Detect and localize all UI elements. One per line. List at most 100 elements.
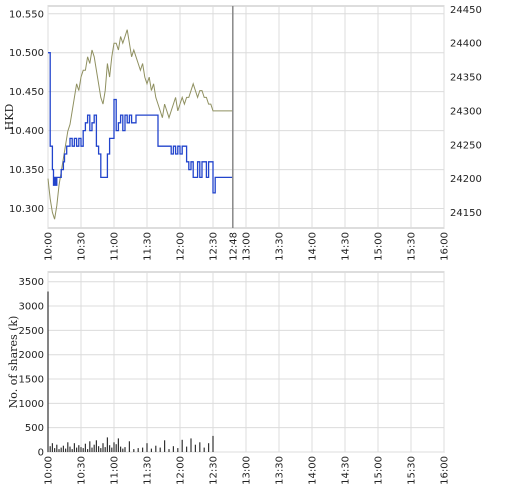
volume-bar [117,438,119,452]
volume-x-tick-label: 14:30 [341,456,352,485]
volume-bar [51,443,53,452]
price-line [48,52,233,194]
index-line [47,29,233,220]
price-y-tick-label: 10.350 [9,165,44,176]
volume-bar [109,445,111,452]
price-y-tick-label: 10.400 [9,126,44,137]
volume-bar [133,449,135,452]
volume-x-tick-label: 16:00 [440,456,451,485]
volume-bar [159,447,161,452]
volume-x-tick-label: 13:30 [275,456,286,485]
volume-x-tick-label: 11:30 [143,456,154,485]
volume-bar [87,449,89,452]
volume-bar [73,443,75,452]
volume-bar [49,446,51,452]
price-x-tick-label: 14:30 [341,232,352,261]
index-y-tick-label: 24150 [450,208,482,219]
price-x-tick-label: 11:00 [110,232,121,261]
volume-bar [80,447,82,452]
volume-bar [98,446,100,452]
volume-x-tick-label: 12:00 [176,456,187,485]
volume-bar [95,440,97,452]
volume-bar [168,449,170,452]
price-y-tick-label: 10.450 [9,87,44,98]
price-x-tick-label: 10:30 [77,232,88,261]
price-x-tick-label: 12:30 [209,232,220,261]
volume-x-tick-label: 10:00 [44,456,55,485]
price-y-tick-label: 10.500 [9,48,44,59]
volume-bar [142,447,144,452]
volume-bar [58,449,60,452]
volume-bar [54,448,56,452]
volume-bar [93,444,95,452]
index-y-tick-label: 24450 [450,5,482,16]
volume-bar [65,448,67,452]
volume-bar [106,437,108,452]
volume-bar [91,447,93,452]
volume-x-tick-label: 15:00 [374,456,385,485]
volume-x-tick-label: 10:30 [77,456,88,485]
volume-bar [111,447,113,452]
volume-bar [69,446,71,452]
price-y-tick-label: 10.300 [9,204,44,215]
index-y-tick-label: 24350 [450,73,482,84]
volume-x-tick-label: 11:00 [110,456,121,485]
volume-bar [212,435,214,452]
volume-y-tick-label: 1500 [19,375,44,386]
volume-y-tick-label: 1000 [19,399,44,410]
index-y-tick-label: 24400 [450,39,482,50]
volume-y-tick-label: 3000 [19,302,44,313]
volume-bar [104,447,106,452]
volume-bar [146,443,148,452]
index-y-tick-label: 24300 [450,106,482,117]
price-x-tick-label: 10:00 [44,232,55,261]
volume-bar [199,442,201,452]
volume-x-tick-label: 14:00 [308,456,319,485]
volume-bar [120,446,122,452]
price-y-axis-title: HKD [3,104,16,131]
volume-bar [84,443,86,452]
volume-bar [71,449,73,452]
volume-bar [76,447,78,452]
volume-bar [208,443,210,452]
volume-bar [181,439,183,452]
volume-bar [102,443,104,452]
price-x-tick-label: 13:30 [275,232,286,261]
volume-bar [100,448,102,452]
price-x-tick-label: 12:48 [228,232,239,261]
volume-bar [137,448,139,452]
price-x-tick-label: 13:00 [242,232,253,261]
volume-x-tick-label: 13:00 [242,456,253,485]
volume-bar [124,447,126,452]
volume-y-tick-label: 3500 [19,277,44,288]
price-x-tick-label: 15:30 [407,232,418,261]
volume-bar [122,448,124,452]
volume-bar [89,441,91,452]
price-y-tick-label: 10.550 [9,9,44,20]
price-x-tick-label: 15:00 [374,232,385,261]
volume-bar [164,440,166,452]
price-x-tick-label: 16:00 [440,232,451,261]
volume-bar [60,447,62,452]
volume-bar [67,442,69,452]
volume-bar [190,438,192,452]
volume-bar [203,447,205,452]
volume-y-tick-label: 2500 [19,326,44,337]
index-y-tick-label: 24250 [450,140,482,151]
volume-bar [56,444,58,452]
volume-bar [177,448,179,452]
volume-x-tick-label: 12:30 [209,456,220,485]
price-x-tick-label: 12:00 [176,232,187,261]
volume-y-tick-label: 2000 [19,350,44,361]
index-y-tick-label: 24200 [450,174,482,185]
volume-bar [115,444,117,452]
volume-y-tick-label: 500 [25,423,44,434]
price-x-tick-label: 11:30 [143,232,154,261]
volume-bar [47,291,49,452]
volume-bar [172,446,174,452]
volume-x-tick-label: 15:30 [407,456,418,485]
volume-bar [128,441,130,452]
volume-bar [78,445,80,452]
price-x-tick-label: 14:00 [308,232,319,261]
